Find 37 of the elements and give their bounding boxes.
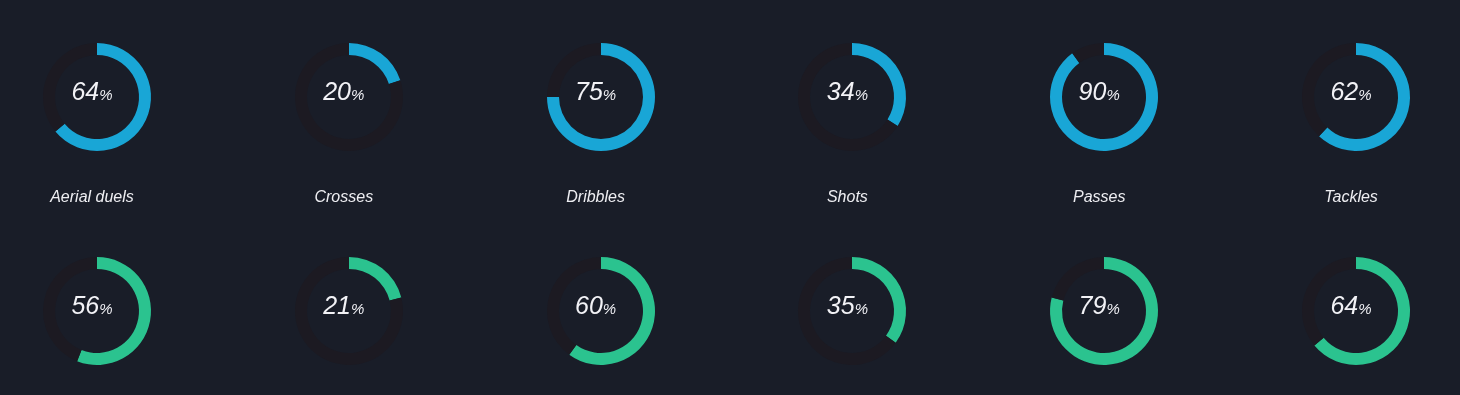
text: Shots: [825, 188, 869, 206]
donut-slice: [852, 43, 907, 126]
donut-slice: [1302, 43, 1356, 137]
text: 64%: [1330, 291, 1372, 319]
text: 62%: [1330, 77, 1372, 105]
donut-slice: [798, 257, 897, 365]
donut-slice: [1050, 257, 1159, 365]
donut-slice: [546, 257, 601, 355]
text: 34%: [826, 77, 868, 105]
donut-slice: [1302, 257, 1356, 346]
text: Passes: [1071, 188, 1127, 206]
text: Aerial duels: [48, 188, 135, 206]
donut-slice: [1314, 257, 1410, 365]
donut-slice: [294, 43, 403, 151]
donut-slice: [43, 257, 97, 362]
text: 56%: [71, 291, 113, 319]
donut-slice: [546, 43, 655, 151]
donut-slice: [1319, 43, 1410, 151]
donut-slice: [348, 257, 402, 301]
donut-slice: [294, 257, 403, 365]
text: 64%: [71, 77, 113, 105]
donut-slice: [55, 43, 151, 151]
text: 60%: [575, 291, 617, 319]
text: Crosses: [313, 188, 375, 206]
donut-slice: [43, 43, 97, 132]
donut-slice: [568, 257, 655, 365]
text: 79%: [1078, 291, 1120, 319]
donut-slice: [798, 43, 898, 151]
text: 21%: [323, 291, 365, 319]
text: Tackles: [1323, 188, 1379, 206]
text: 90%: [1078, 77, 1120, 105]
text: 75%: [575, 77, 617, 105]
text: 35%: [826, 291, 868, 319]
text: Dribbles: [565, 188, 626, 206]
donut-slice: [1050, 43, 1159, 151]
donut-slice: [1072, 43, 1105, 64]
text: 20%: [323, 77, 365, 105]
